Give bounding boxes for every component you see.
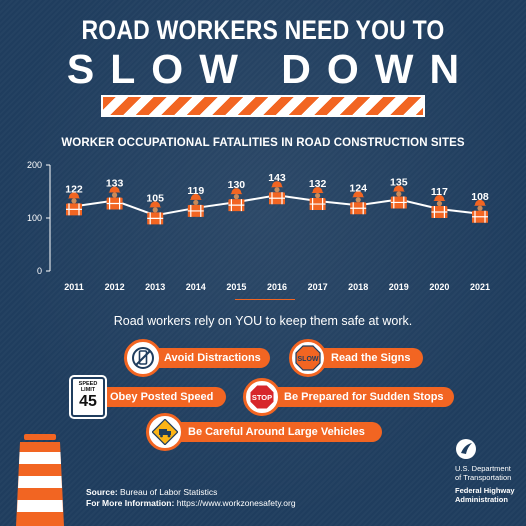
road-worker-icon xyxy=(390,185,407,209)
data-label: 135 xyxy=(390,176,408,188)
road-worker-icon xyxy=(431,194,448,218)
tagline: Road workers rely on YOU to keep them sa… xyxy=(113,314,413,328)
agency-name: U.S. Department of Transportation Federa… xyxy=(455,464,515,504)
x-tick-label: 2013 xyxy=(145,282,165,292)
tip-label: Obey Posted Speed xyxy=(110,391,214,403)
road-worker-icon xyxy=(269,181,285,205)
x-tick-label: 2016 xyxy=(267,282,287,292)
source-footer: Source: Bureau of Labor Statistics For M… xyxy=(86,487,296,509)
y-tick-label: 100 xyxy=(27,213,42,223)
agency-line3: Federal Highway xyxy=(455,486,515,495)
data-label: 130 xyxy=(228,179,246,191)
dot-logo-icon xyxy=(456,439,476,459)
speed-sign-line1: SPEED xyxy=(78,381,98,387)
road-worker-icon xyxy=(187,193,204,217)
x-tick-label: 2015 xyxy=(226,282,246,292)
info-label: For More Information: xyxy=(86,498,175,508)
tip-read-signs: Read the Signs xyxy=(305,348,423,368)
slow-sign-text: SLOW xyxy=(298,356,319,363)
agency-line4: Administration xyxy=(455,495,508,504)
x-tick-label: 2012 xyxy=(105,282,125,292)
road-worker-icon xyxy=(147,201,164,225)
fatalities-chart: 0 100 200 122 2011 133 2012 105 2013 119 2014 130 20… xyxy=(27,160,490,292)
road-worker-icon xyxy=(106,186,123,210)
tip-label: Be Prepared for Sudden Stops xyxy=(284,391,444,403)
speed-limit-sign-icon: SPEED LIMIT 45 xyxy=(69,375,107,419)
road-worker-icon xyxy=(228,188,245,212)
agency-line1: U.S. Department xyxy=(455,464,511,473)
x-tick-label: 2011 xyxy=(64,282,84,292)
tip-avoid-distractions: Avoid Distractions xyxy=(140,348,270,368)
tip-large-vehicles: Be Careful Around Large Vehicles xyxy=(162,422,382,442)
x-tick-label: 2019 xyxy=(389,282,409,292)
stop-sign-icon: STOP xyxy=(243,378,281,416)
agency-line2: of Transportation xyxy=(455,473,512,482)
speed-sign-line2: LIMIT xyxy=(80,387,96,393)
data-label: 119 xyxy=(187,185,204,197)
construction-stripe-bar xyxy=(101,95,425,117)
x-tick-label: 2021 xyxy=(470,282,490,292)
tip-label: Read the Signs xyxy=(331,352,411,364)
headline: ROAD WORKERS NEED YOU TO xyxy=(81,14,445,45)
divider xyxy=(235,299,295,300)
chart-title: WORKER OCCUPATIONAL FATALITIES IN ROAD C… xyxy=(61,137,465,149)
source-value: Bureau of Labor Statistics xyxy=(120,487,218,497)
x-tick-label: 2020 xyxy=(429,282,449,292)
tip-obey-speed: Obey Posted Speed xyxy=(86,387,226,407)
headline-slow-down: SLOW DOWN xyxy=(66,46,476,92)
stop-sign-text: STOP xyxy=(252,393,272,402)
data-label: 132 xyxy=(309,178,327,190)
road-worker-icon xyxy=(350,191,367,215)
source-label: Source: xyxy=(86,487,118,497)
slow-sign-icon: SLOW xyxy=(289,339,327,377)
data-label: 133 xyxy=(106,178,124,190)
speed-sign-value: 45 xyxy=(79,393,97,410)
data-label: 124 xyxy=(349,182,367,194)
traffic-barrel-icon xyxy=(16,434,64,526)
y-tick-label: 200 xyxy=(27,160,42,170)
tip-label: Be Careful Around Large Vehicles xyxy=(188,426,365,438)
info-link[interactable]: https://www.workzonesafety.org xyxy=(176,498,296,508)
y-tick-label: 0 xyxy=(37,266,42,276)
x-tick-label: 2017 xyxy=(308,282,328,292)
tip-sudden-stops: Be Prepared for Sudden Stops xyxy=(262,387,454,407)
road-worker-icon xyxy=(309,187,326,211)
road-worker-icon xyxy=(66,192,82,216)
data-label: 143 xyxy=(268,172,286,184)
data-label: 108 xyxy=(471,191,489,203)
data-label: 105 xyxy=(146,192,164,204)
x-tick-label: 2014 xyxy=(186,282,206,292)
x-tick-label: 2018 xyxy=(348,282,368,292)
no-phone-icon xyxy=(124,339,162,377)
truck-warning-icon xyxy=(146,413,184,451)
tip-label: Avoid Distractions xyxy=(164,352,261,364)
data-label: 122 xyxy=(65,183,83,195)
road-worker-icon xyxy=(472,199,488,223)
data-label: 117 xyxy=(431,186,448,198)
